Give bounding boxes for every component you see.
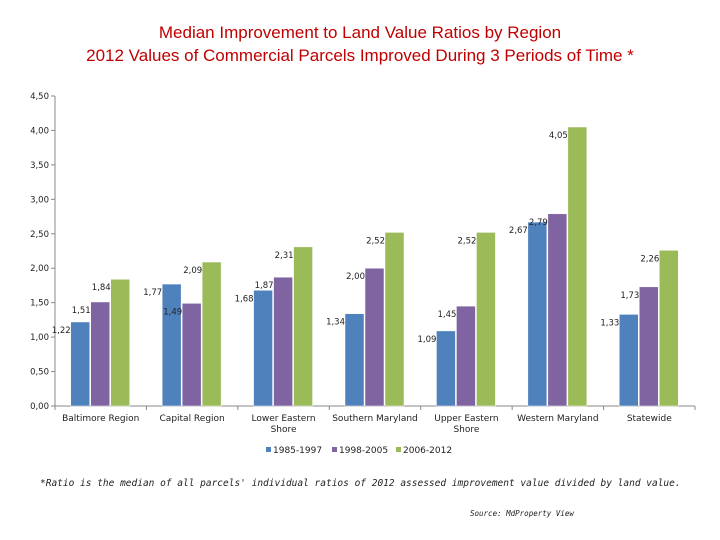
category-label: Statewide — [627, 414, 672, 424]
category-label: Lower Eastern — [252, 414, 316, 424]
category-label: Shore — [271, 425, 297, 435]
bar-1998-2005 — [547, 213, 568, 407]
data-label: 1,45 — [437, 310, 456, 320]
data-label: 1,68 — [235, 294, 254, 304]
bar-2006-2012 — [110, 278, 130, 407]
data-label: 1,22 — [52, 326, 71, 336]
bar-1985-1997 — [436, 330, 456, 407]
data-label: 2,79 — [529, 218, 548, 228]
bar-2006-2012 — [659, 250, 679, 407]
y-tick-label: 0,00 — [30, 402, 49, 412]
bar-1998-2005 — [90, 301, 110, 407]
data-label: 1,84 — [92, 283, 111, 293]
y-tick-label: 4,00 — [30, 126, 49, 136]
legend-label: 2006-2012 — [403, 446, 452, 456]
legend-label: 1985-1997 — [273, 446, 322, 456]
bar-1985-1997 — [619, 314, 639, 407]
bar-1998-2005 — [639, 286, 659, 407]
legend-label: 1998-2005 — [339, 446, 388, 456]
y-tick-label: 1,00 — [30, 333, 49, 343]
bar-2006-2012 — [201, 261, 222, 407]
y-tick-label: 3,00 — [30, 195, 49, 205]
bar-2006-2012 — [476, 232, 496, 407]
bar-2006-2012 — [293, 246, 313, 407]
data-label: 1,51 — [72, 306, 91, 316]
legend-swatch — [332, 447, 337, 452]
data-label: 1,49 — [163, 307, 182, 317]
y-tick-label: 2,50 — [30, 230, 49, 240]
y-tick-label: 2,00 — [30, 264, 49, 274]
bar-1998-2005 — [364, 267, 385, 407]
data-label: 1,73 — [620, 291, 639, 301]
bar-1998-2005 — [181, 303, 202, 407]
y-tick-label: 3,50 — [30, 161, 49, 171]
data-label: 1,34 — [326, 318, 345, 328]
bar-1985-1997 — [344, 313, 365, 407]
y-tick-label: 4,50 — [30, 92, 49, 102]
bar-1985-1997 — [161, 283, 182, 407]
chart-title: Median Improvement to Land Value Ratios … — [158, 23, 562, 42]
bar-1998-2005 — [456, 305, 476, 407]
data-label: 2,00 — [346, 272, 365, 282]
source-note: Source: MdProperty View — [470, 509, 574, 518]
data-label: 1,77 — [143, 288, 162, 298]
data-label: 2,09 — [183, 266, 202, 276]
legend-swatch — [266, 447, 271, 452]
category-label: Shore — [453, 425, 479, 435]
footnote: *Ratio is the median of all parcels' ind… — [40, 478, 681, 489]
data-label: 1,09 — [417, 335, 436, 345]
category-label: Western Maryland — [517, 414, 599, 424]
data-label: 2,52 — [366, 236, 385, 246]
data-label: 1,87 — [255, 281, 274, 291]
bar-1985-1997 — [70, 321, 90, 407]
data-label: 2,26 — [640, 254, 659, 264]
bar-1998-2005 — [273, 276, 293, 407]
category-label: Capital Region — [160, 414, 225, 424]
data-label: 2,67 — [509, 226, 528, 236]
data-label: 2,52 — [457, 236, 476, 246]
category-label: Baltimore Region — [62, 414, 139, 424]
legend-swatch — [396, 447, 401, 452]
data-label: 2,31 — [275, 251, 294, 261]
bar-2006-2012 — [384, 232, 405, 407]
category-label: Upper Eastern — [434, 414, 498, 424]
data-label: 4,05 — [549, 131, 568, 141]
data-label: 1,33 — [600, 318, 619, 328]
bar-2006-2012 — [567, 126, 588, 407]
y-tick-label: 0,50 — [30, 368, 49, 378]
y-tick-label: 1,50 — [30, 299, 49, 309]
bar-1985-1997 — [253, 290, 273, 407]
chart-subtitle: 2012 Values of Commercial Parcels Improv… — [86, 46, 634, 65]
bar-chart: 0,00 0,50 1,00 1,50 2,00 2,50 3,00 3,50 4,00 4,50… — [30, 92, 696, 456]
category-label: Southern Maryland — [332, 414, 418, 424]
bar-1985-1997 — [527, 221, 548, 407]
